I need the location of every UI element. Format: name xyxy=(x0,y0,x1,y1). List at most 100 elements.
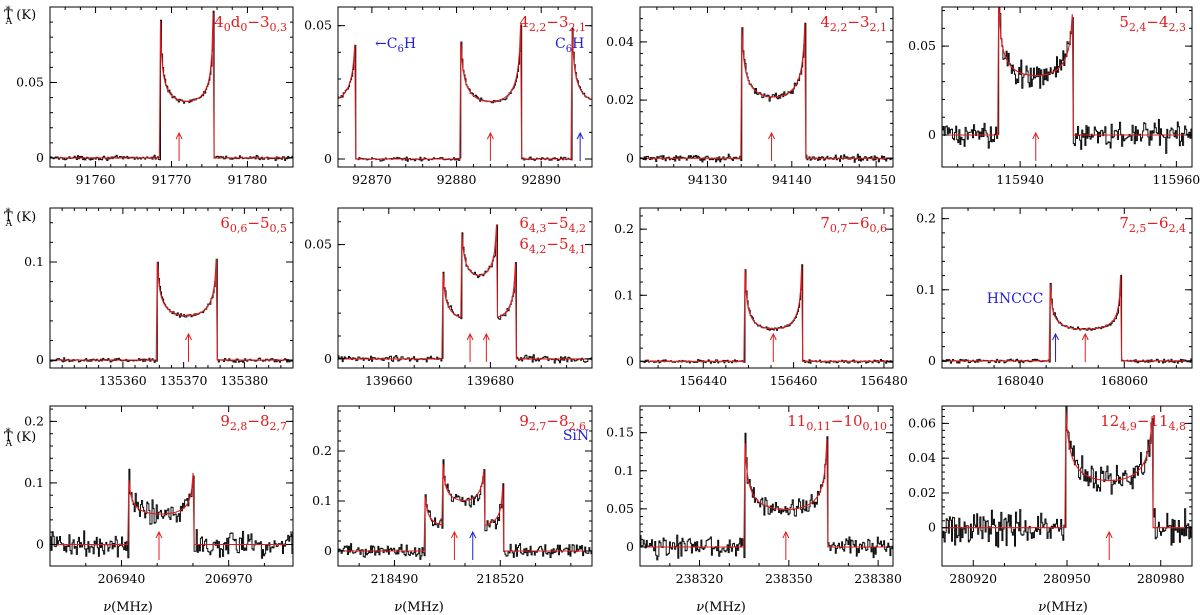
label-dash: − xyxy=(247,214,260,232)
blend-annotation: SiN xyxy=(563,428,589,444)
label-lower-k: 2,1 xyxy=(569,21,587,34)
y-title-unit: (K) xyxy=(12,8,36,23)
line-marker-arrowhead xyxy=(1081,332,1089,341)
transition-label: 64,3−54,2 xyxy=(519,214,586,235)
label-dash: − xyxy=(546,214,559,232)
model-fit xyxy=(640,438,893,548)
label-upper-j: 11 xyxy=(787,412,806,430)
label-dash: − xyxy=(1146,214,1159,232)
annotation-species: HNCCC xyxy=(987,291,1044,307)
y-tick-label: 0 xyxy=(928,353,936,368)
label-upper-k: 2,4 xyxy=(1129,21,1147,34)
x-tick-label: 238380 xyxy=(854,571,902,586)
label-lower-k: 2,4 xyxy=(1169,222,1187,235)
line-marker-arrowhead xyxy=(469,530,477,539)
y-title-sup: * xyxy=(6,5,11,16)
annotation-species-tail: H xyxy=(404,36,416,52)
label-upper-k: 2,8 xyxy=(230,420,248,433)
annotation-subscript: 6 xyxy=(566,44,572,55)
spectrum-panel: 168040 168060 0 0.1 0.2 72,5−62,4 HNCCC xyxy=(916,207,1193,388)
label-upper-k: 2,2 xyxy=(830,21,848,34)
annotation-species: C xyxy=(387,36,398,52)
label-lower-k: 2,3 xyxy=(1169,21,1187,34)
y-tick-label: 0.06 xyxy=(908,415,936,430)
line-marker-arrowhead xyxy=(1105,530,1113,539)
label-lower-j: 3 xyxy=(860,13,870,31)
x-tick-label: 280950 xyxy=(1043,571,1091,586)
label-dash: − xyxy=(1137,412,1150,430)
y-tick-label: 0.2 xyxy=(24,413,44,428)
x-tick-label: 238320 xyxy=(676,571,724,586)
panel-frame xyxy=(941,207,1193,369)
x-tick-label: 156440 xyxy=(679,373,727,388)
transition-label: 92,7−82,6 xyxy=(519,412,586,433)
label-lower-j: 10 xyxy=(843,412,862,430)
panel-frame xyxy=(337,6,593,168)
label-upper-k: 0,7 xyxy=(830,222,848,235)
y-axis-title-row-3: T* A (K) xyxy=(4,427,36,449)
svg-text:T*A (K): T* A (K) xyxy=(4,427,36,449)
x-title-main: ν xyxy=(696,600,704,615)
model-fit xyxy=(50,12,293,159)
x-tick-label: 206970 xyxy=(205,571,253,586)
panel-frame xyxy=(639,6,894,168)
label-upper-j: 4 xyxy=(519,13,529,31)
y-tick-label: 0 xyxy=(324,151,332,166)
line-marker-arrowhead xyxy=(768,131,776,140)
label-lower-j: 6 xyxy=(860,214,870,232)
y-tick-label: 0.02 xyxy=(908,485,936,500)
y-tick-label: 0.1 xyxy=(614,463,634,478)
y-title-main: T xyxy=(4,210,13,225)
y-tick-label: 0 xyxy=(324,543,332,558)
x-title-unit: (MHz) xyxy=(402,600,444,615)
label-upper-j: 4 xyxy=(820,13,830,31)
label-upper-j: 7 xyxy=(820,214,830,232)
label-upper-mid: d xyxy=(231,13,241,31)
label-lower-j: 8 xyxy=(559,412,569,430)
transition-label: 60,6−50,5 xyxy=(220,214,287,235)
y-tick-label: 0.02 xyxy=(606,92,634,107)
label-upper-k: 4,3 xyxy=(529,222,547,235)
spectrum-panel: 115940 115960 0 0.05 52,4−42,3 xyxy=(908,6,1200,187)
label-upper-k: 2,5 xyxy=(1129,222,1147,235)
label-upper-k: 2,7 xyxy=(529,420,547,433)
transition-label: 70,7−60,6 xyxy=(820,214,887,235)
y-title-sub: A xyxy=(5,219,13,229)
y-title-main: T xyxy=(4,8,13,23)
svg-text:T*A (K): T* A (K) xyxy=(4,5,36,27)
y-tick-label: 0.1 xyxy=(312,493,332,508)
y-tick-label: 0 xyxy=(36,352,44,367)
line-marker-arrowhead xyxy=(155,530,163,539)
y-tick-label: 0.1 xyxy=(916,282,936,297)
label-lower-j: 3 xyxy=(260,13,270,31)
x-tick-label: 91780 xyxy=(228,172,268,187)
x-tick-label: 280920 xyxy=(949,571,997,586)
line-marker-arrowhead xyxy=(782,530,790,539)
annotation-subscript: 6 xyxy=(397,44,403,55)
observed-spectrum xyxy=(50,468,293,559)
x-title-unit: (MHz) xyxy=(1046,600,1088,615)
line-marker-arrowhead xyxy=(185,332,192,341)
y-title-unit: (K) xyxy=(12,210,36,225)
x-tick-label: 94140 xyxy=(772,172,812,187)
y-title-sub: A xyxy=(5,439,13,449)
x-tick-label: 92870 xyxy=(352,172,392,187)
y-tick-label: 0 xyxy=(36,536,44,551)
y-title-main: T xyxy=(4,430,13,445)
svg-text:ν(MHz): ν(MHz) xyxy=(394,600,444,615)
line-marker-arrowhead xyxy=(1052,332,1059,341)
label-lower-j: 5 xyxy=(559,235,569,253)
y-tick-label: 0 xyxy=(626,539,634,554)
label-upper-j: 7 xyxy=(1119,214,1129,232)
x-tick-label: 135370 xyxy=(160,373,208,388)
label-lower-j: 3 xyxy=(559,13,569,31)
transition-label: 92,8−82,7 xyxy=(220,412,287,433)
y-tick-label: 0.05 xyxy=(908,38,936,53)
x-tick-label: 94130 xyxy=(688,172,728,187)
label-lower-j: 5 xyxy=(260,214,270,232)
label-lower-j: 11 xyxy=(1149,412,1168,430)
transition-label: 64,2−54,1 xyxy=(519,235,586,256)
label-upper-k2: 0 xyxy=(240,21,247,34)
x-tick-label: 206940 xyxy=(98,571,146,586)
